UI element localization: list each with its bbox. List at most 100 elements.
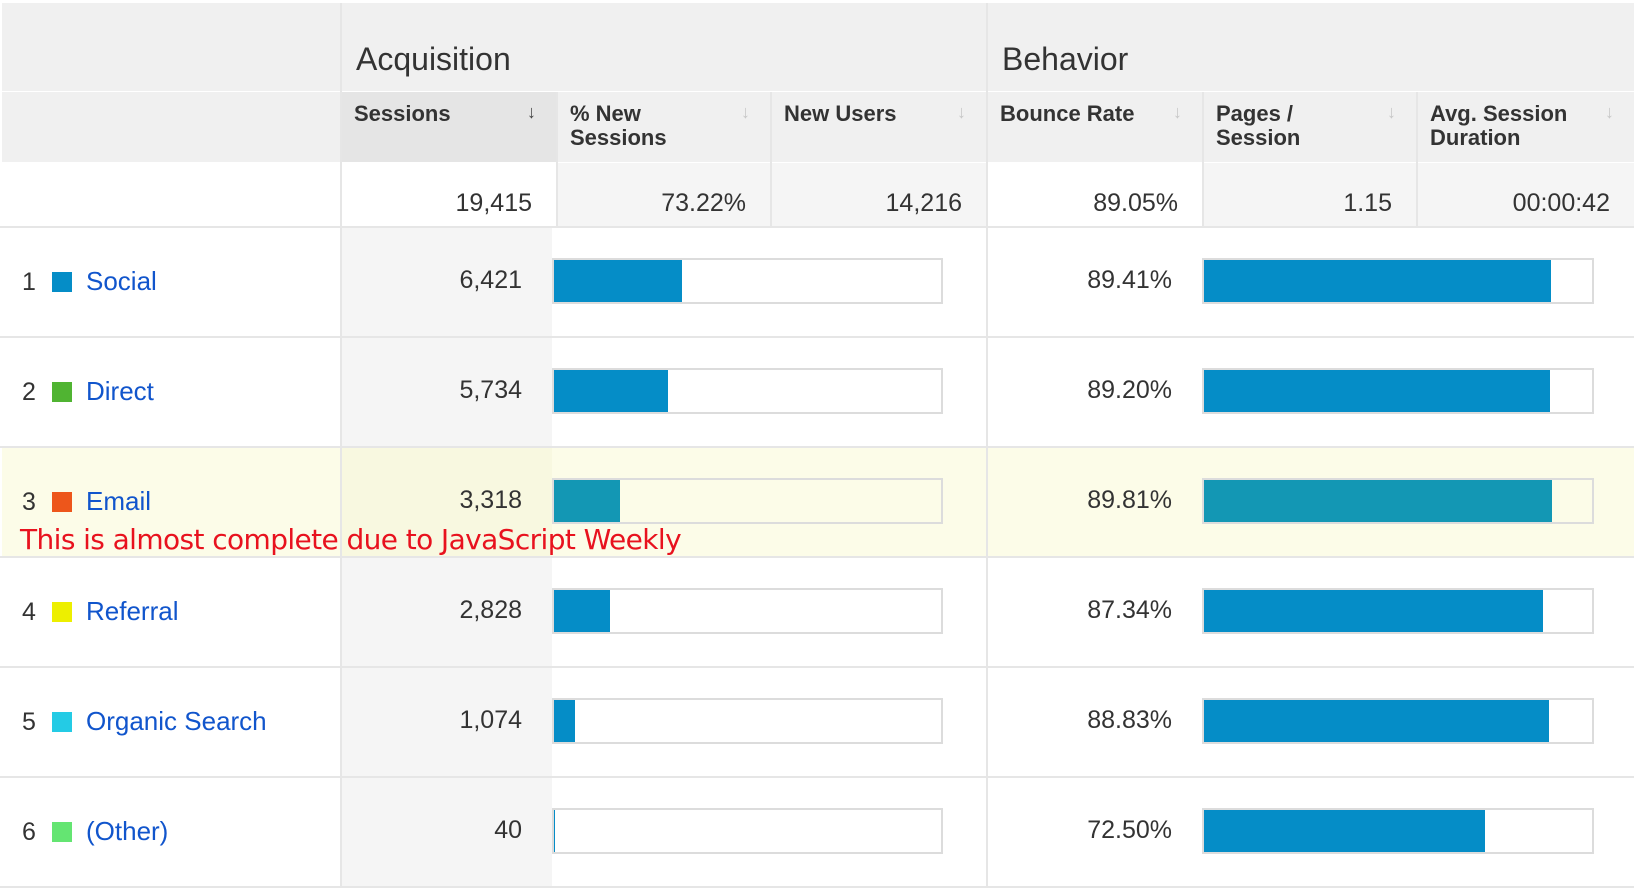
column-divider [770,92,772,226]
column-header-pct-new-sessions[interactable]: % New Sessions ↓ [558,92,770,162]
bounce-rate-cell: 88.83% [988,668,1202,777]
bounce-rate-bar-track [1202,258,1594,304]
acquisition-heading: Acquisition [356,41,511,77]
column-divider [556,92,558,226]
sort-arrow-icon[interactable]: ↓ [1173,102,1182,122]
bounce-rate-value: 89.41% [1087,266,1172,294]
sessions-bar-track [552,478,943,524]
table-row: 3 Email 3,318 89.81% [2,448,1634,557]
bounce-rate-cell: 87.34% [988,558,1202,667]
channel-link-direct[interactable]: Direct [86,376,154,406]
column-label-sessions: Sessions [354,101,451,126]
group-header-acquisition: Acquisition [342,3,986,91]
sessions-bar-track [552,258,943,304]
total-new-users: 14,216 [772,163,986,226]
sessions-cell: 2,828 [342,558,552,667]
sessions-cell: 5,734 [342,338,552,447]
sessions-cell: 3,318 [342,448,552,557]
sessions-bar-track [552,698,943,744]
channel-link-organic-search[interactable]: Organic Search [86,706,267,736]
bounce-rate-value: 89.81% [1087,486,1172,514]
row-index: 6 [22,818,36,846]
sessions-value: 40 [494,816,522,844]
table-row: 4 Referral 2,828 87.34% [2,558,1634,667]
group-header-blank [2,3,342,91]
table-row: 6 (Other) 40 72.50% [2,778,1634,887]
channel-cell: 5 Organic Search [2,668,342,777]
bounce-rate-cell: 89.20% [988,338,1202,447]
behavior-heading: Behavior [1002,41,1129,77]
column-divider [1202,92,1204,226]
channel-cell: 1 Social [2,228,342,337]
sort-arrow-icon[interactable]: ↓ [741,102,750,122]
row-index: 1 [22,268,36,296]
row-divider [0,776,1634,778]
row-index: 2 [22,378,36,406]
row-divider [0,556,1634,558]
bounce-rate-bar [1204,700,1549,742]
channel-link-social[interactable]: Social [86,266,157,296]
channel-cell: 3 Email [2,448,342,557]
bounce-rate-value: 72.50% [1087,816,1172,844]
total-avg-session-duration: 00:00:42 [1418,163,1634,226]
column-header-pages-per-session[interactable]: Pages / Session ↓ [1204,92,1416,162]
column-label-pages-per-session: Pages / Session [1216,101,1301,150]
column-label-pct-new-sessions: % New Sessions [570,101,667,150]
bounce-rate-value: 89.20% [1087,376,1172,404]
table-row: 2 Direct 5,734 89.20% [2,338,1634,447]
bounce-rate-cell: 89.81% [988,448,1202,557]
bounce-rate-bar [1204,810,1486,852]
bounce-rate-bar [1204,590,1543,632]
column-header-new-users[interactable]: New Users ↓ [772,92,986,162]
channel-color-swatch [52,272,72,292]
channel-link-other[interactable]: (Other) [86,816,169,846]
column-label-new-users: New Users [784,101,897,126]
column-header-bounce-rate[interactable]: Bounce Rate ↓ [988,92,1202,162]
column-header-blank [2,92,342,162]
row-index: 4 [22,598,36,626]
bounce-rate-bar [1204,480,1553,522]
channel-color-swatch [52,492,72,512]
sessions-cell: 1,074 [342,668,552,777]
column-header-sessions[interactable]: Sessions ↓ [342,92,556,162]
sessions-cell: 6,421 [342,228,552,337]
bounce-rate-bar-track [1202,588,1594,634]
column-header-avg-session-duration[interactable]: Avg. Session Duration ↓ [1418,92,1634,162]
sessions-bar [554,590,611,632]
bounce-rate-value: 87.34% [1087,596,1172,624]
channel-color-swatch [52,712,72,732]
total-pct-new-sessions: 73.22% [558,163,770,226]
sessions-bar [554,810,555,852]
totals-label-cell [2,163,342,226]
channel-cell: 2 Direct [2,338,342,447]
bounce-rate-bar [1204,370,1551,412]
column-divider [986,3,988,888]
channel-cell: 6 (Other) [2,778,342,887]
sessions-value: 1,074 [459,706,522,734]
channel-link-referral[interactable]: Referral [86,596,179,626]
channel-color-swatch [52,822,72,842]
row-divider [0,226,1634,228]
row-divider [0,886,1634,888]
channel-link-email[interactable]: Email [86,486,152,516]
channel-color-swatch [52,382,72,402]
sort-arrow-icon[interactable]: ↓ [957,102,966,122]
bounce-rate-bar [1204,260,1551,302]
table-row: 1 Social 6,421 89.41% [2,228,1634,337]
sort-arrow-icon[interactable]: ↓ [1387,102,1396,122]
annotation-text: This is almost complete due to JavaScrip… [20,523,682,556]
sessions-cell: 40 [342,778,552,887]
row-divider [0,336,1634,338]
sort-arrow-icon[interactable]: ↓ [527,102,536,122]
total-bounce-rate: 89.05% [988,163,1202,226]
sessions-bar-track [552,588,943,634]
table-row: 5 Organic Search 1,074 88.83% [2,668,1634,777]
channel-cell: 4 Referral [2,558,342,667]
sessions-bar-track [552,808,943,854]
sort-arrow-icon[interactable]: ↓ [1605,102,1614,122]
sessions-bar [554,480,621,522]
column-label-avg-session-duration: Avg. Session Duration [1430,101,1568,150]
bounce-rate-bar-track [1202,808,1594,854]
row-index: 3 [22,488,36,516]
